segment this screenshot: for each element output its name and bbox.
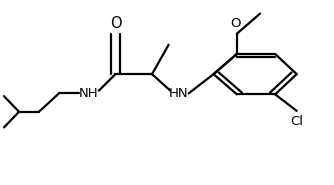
Text: O: O	[230, 17, 240, 30]
Text: NH: NH	[79, 87, 99, 100]
Text: O: O	[110, 16, 121, 31]
Text: HN: HN	[169, 87, 188, 100]
Text: Cl: Cl	[290, 115, 303, 128]
